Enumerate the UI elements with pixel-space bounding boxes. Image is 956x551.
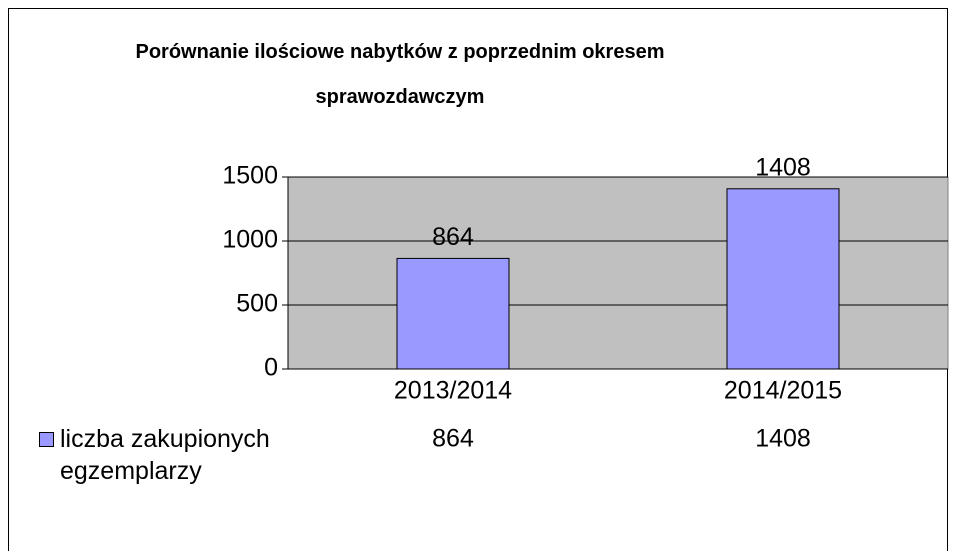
y-tick-label: 1500	[222, 162, 278, 190]
x-tick-label: 2014/2015	[724, 377, 842, 405]
table-value: 864	[432, 425, 474, 453]
bar	[726, 188, 840, 370]
table-value: 1408	[755, 425, 811, 453]
chart-title: Porównanie ilościowe nabytków z poprzedn…	[135, 41, 665, 108]
bar	[396, 257, 510, 370]
y-tick-label: 0	[264, 354, 278, 382]
y-tick-label: 1000	[222, 226, 278, 254]
data-label: 1408	[755, 153, 811, 181]
legend-marker	[39, 432, 54, 447]
plot-area	[287, 176, 949, 370]
legend-label: liczba zakupionych egzemplarzy	[60, 425, 270, 485]
x-tick-label: 2013/2014	[394, 377, 512, 405]
data-label: 864	[432, 223, 474, 251]
y-tick-label: 500	[236, 290, 278, 318]
